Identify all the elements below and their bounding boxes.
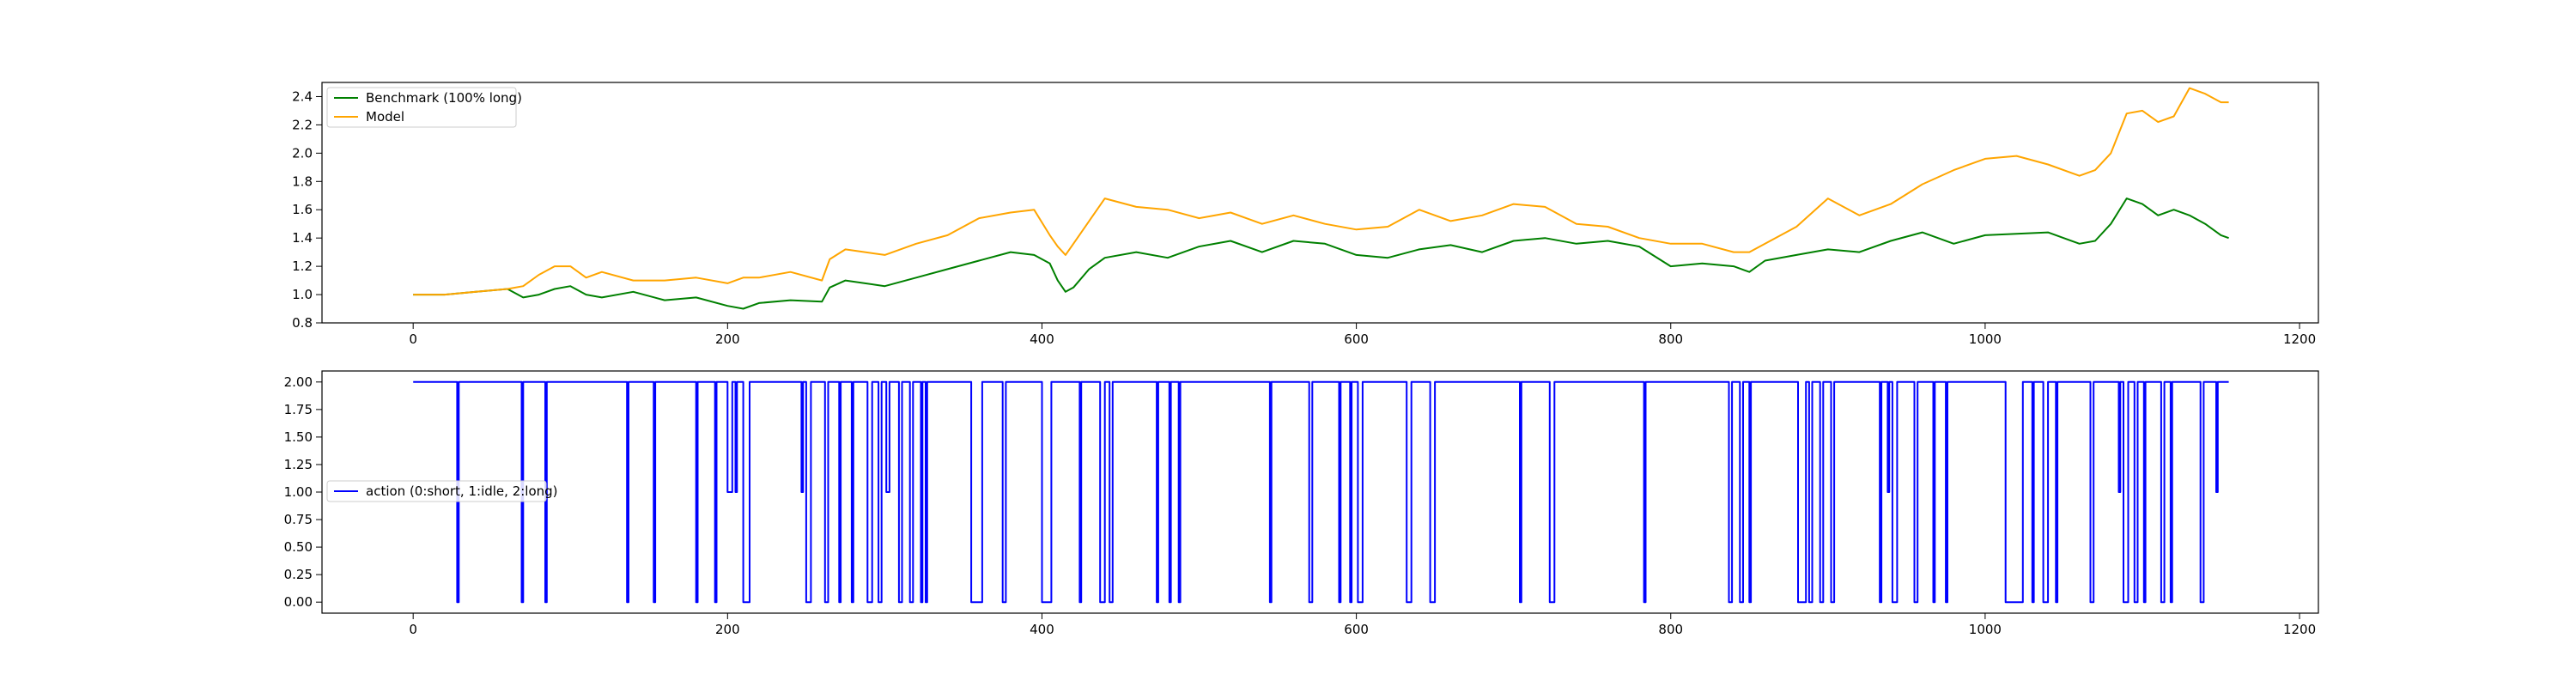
top-xtick-label: 600	[1344, 331, 1369, 347]
bottom-series-lines	[413, 380, 2229, 604]
top-ytick-label: 2.2	[292, 117, 313, 132]
top-ytick-label: 2.0	[292, 145, 313, 161]
top-series-lines	[413, 87, 2229, 310]
bottom-plot-area	[322, 371, 2318, 613]
top-xtick-label: 400	[1030, 331, 1054, 347]
top-ytick-label: 1.2	[292, 258, 313, 274]
bottom-x-axis-ticks: 0 200 400 600 800 1000 1200	[409, 613, 2316, 637]
bottom-axes-frame	[321, 370, 2319, 614]
bottom-xtick-label: 400	[1030, 622, 1054, 637]
bottom-ytick-label: 1.00	[284, 484, 313, 500]
top-xtick-label: 0	[409, 331, 417, 347]
bottom-ytick-label: 0.25	[284, 567, 313, 582]
bottom-ytick-label: 1.50	[284, 429, 313, 445]
bottom-xtick-label: 200	[715, 622, 740, 637]
top-ytick-label: 1.6	[292, 202, 313, 217]
bottom-ytick-label: 2.00	[284, 374, 313, 390]
bottom-series-line-0	[413, 380, 2229, 604]
bottom-legend-label-action: action (0:short, 1:idle, 2:long)	[366, 483, 558, 499]
top-x-axis-ticks: 0 200 400 600 800 1000 1200	[409, 323, 2316, 347]
top-legend-label-model: Model	[366, 109, 404, 125]
bottom-chart-actions: 0.00 0.25 0.50 0.75 1.00 1.25 1.50 1.75 2.00 0 20…	[284, 370, 2319, 637]
bottom-ytick-label: 0.50	[284, 539, 313, 555]
top-axes-frame	[321, 82, 2319, 324]
top-xtick-label: 800	[1658, 331, 1683, 347]
top-xtick-label: 200	[715, 331, 740, 347]
bottom-xtick-label: 1000	[1969, 622, 2002, 637]
bottom-xtick-label: 1200	[2283, 622, 2316, 637]
bottom-legend-box	[326, 480, 547, 502]
top-plot-area	[322, 82, 2318, 323]
bottom-xtick-label: 0	[409, 622, 417, 637]
top-ytick-label: 0.8	[292, 315, 313, 331]
top-legend: Benchmark (100% long) Model	[326, 87, 522, 128]
top-legend-label-benchmark: Benchmark (100% long)	[366, 90, 522, 106]
bottom-ytick-label: 0.00	[284, 594, 313, 610]
bottom-y-axis-ticks: 0.00 0.25 0.50 0.75 1.00 1.25 1.50 1.75 2.00	[284, 374, 322, 610]
top-ytick-label: 1.4	[292, 230, 313, 246]
top-legend-box	[326, 87, 517, 128]
top-series-line-1	[413, 87, 2229, 296]
top-xtick-label: 1000	[1969, 331, 2002, 347]
top-chart-returns: 0.8 1.0 1.2 1.4 1.6 1.8 2.0 2.2 2.4 0 200 400 600 80…	[292, 82, 2319, 347]
top-ytick-label: 1.8	[292, 173, 313, 189]
top-y-axis-ticks: 0.8 1.0 1.2 1.4 1.6 1.8 2.0 2.2 2.4	[292, 88, 322, 331]
bottom-legend: action (0:short, 1:idle, 2:long)	[326, 480, 558, 502]
top-xtick-label: 1200	[2283, 331, 2316, 347]
bottom-ytick-label: 1.75	[284, 402, 313, 417]
bottom-ytick-label: 1.25	[284, 457, 313, 472]
top-ytick-label: 1.0	[292, 287, 313, 302]
bottom-ytick-label: 0.75	[284, 512, 313, 527]
top-ytick-label: 2.4	[292, 88, 313, 104]
bottom-xtick-label: 600	[1344, 622, 1369, 637]
bottom-xtick-label: 800	[1658, 622, 1683, 637]
top-series-line-0	[413, 198, 2229, 310]
